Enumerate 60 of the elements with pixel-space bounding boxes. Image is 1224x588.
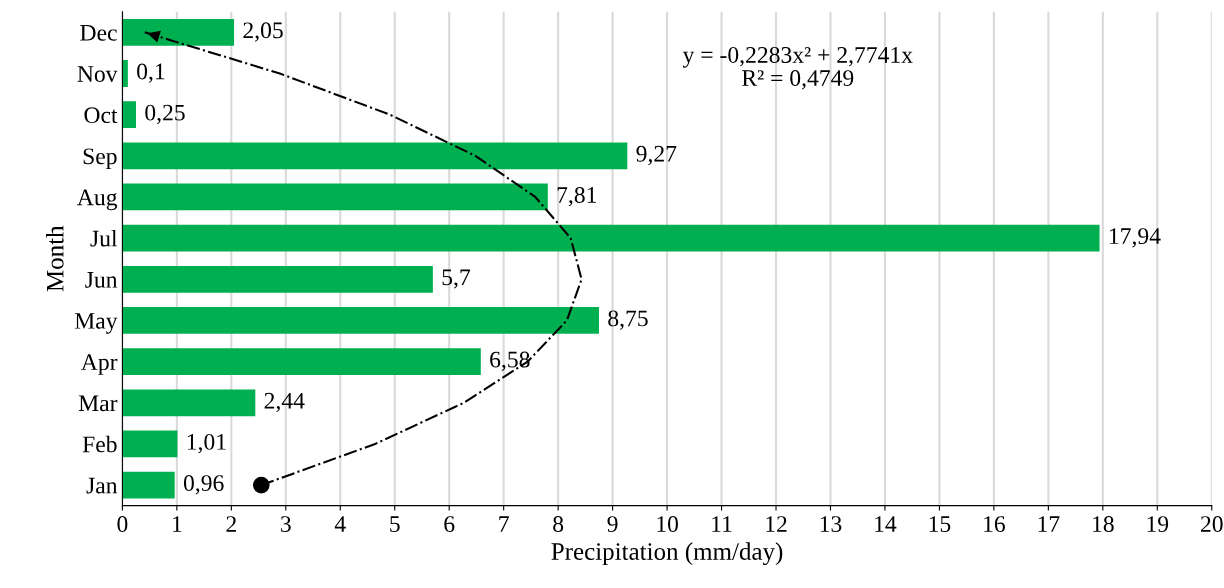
data-label: 2,05 — [243, 22, 283, 42]
y-tick-label: May — [74, 313, 118, 334]
data-label: 0,1 — [137, 63, 165, 83]
annotation: y = -0,2283x² + 2,7741x R² = 0,4749 — [682, 46, 913, 90]
x-tick-label: 16 — [984, 516, 1005, 533]
x-tick-label: 15 — [929, 516, 951, 533]
y-axis-title: Month — [46, 225, 64, 292]
bar — [122, 430, 178, 458]
y-tick-label: Jul — [90, 229, 118, 247]
y-tick-label: Oct — [84, 107, 118, 124]
y-tick-label: Aug — [77, 189, 118, 211]
x-axis-title: Precipitation (mm/day) — [551, 542, 783, 566]
bar — [122, 18, 235, 46]
x-tick-label: 7 — [499, 516, 509, 532]
x-tick-label: 3 — [281, 516, 291, 533]
bar — [122, 183, 548, 211]
bar — [122, 307, 599, 334]
x-tick-label: 1 — [173, 516, 182, 532]
x-tick-label: 13 — [820, 516, 842, 533]
x-tick-label: 20 — [1200, 516, 1223, 533]
x-tick-label: 4 — [334, 516, 346, 532]
bar — [122, 348, 481, 375]
x-tick-label: 12 — [766, 516, 787, 532]
data-label: 5,7 — [442, 269, 471, 289]
x-tick-label: 5 — [390, 516, 400, 533]
y-tick-label: Feb — [82, 435, 117, 453]
data-label: 8,75 — [608, 310, 648, 330]
data-label: 7,81 — [557, 186, 597, 207]
data-label: 1,01 — [187, 433, 226, 454]
x-tick-label: 6 — [444, 516, 455, 533]
x-tick-label: 11 — [712, 516, 732, 532]
y-tick-label: Dec — [80, 25, 117, 41]
data-label: 0,96 — [183, 475, 224, 495]
y-tick-label: Jan — [86, 477, 118, 494]
y-tick-label: Mar — [78, 395, 118, 412]
data-label: 0,25 — [145, 104, 185, 124]
x-tick-label: 14 — [875, 516, 897, 532]
x-tick-label: 0 — [117, 516, 128, 533]
x-tick-label: 8 — [553, 516, 564, 533]
bar — [122, 142, 628, 170]
y-tick-label: Sep — [83, 148, 117, 170]
y-tick-label: Jun — [85, 272, 118, 288]
x-tick-label: 18 — [1093, 516, 1114, 533]
x-tick-label: 19 — [1147, 516, 1169, 533]
bar — [122, 224, 1100, 252]
x-tick-label: 17 — [1038, 516, 1060, 532]
data-label: 2,44 — [264, 392, 305, 413]
x-tick-label: 10 — [657, 516, 678, 533]
bar — [122, 471, 175, 499]
bar — [122, 389, 256, 417]
data-label: 9,27 — [636, 145, 677, 166]
x-tick-label: 9 — [607, 516, 618, 533]
y-tick-label: Nov — [77, 66, 118, 82]
y-tick-label: Apr — [81, 354, 118, 375]
data-label: 17,94 — [1109, 228, 1161, 248]
bar — [122, 265, 433, 293]
data-label: 6,58 — [490, 351, 530, 371]
bar — [122, 60, 128, 87]
bar — [122, 101, 137, 129]
x-tick-label: 2 — [226, 516, 236, 532]
